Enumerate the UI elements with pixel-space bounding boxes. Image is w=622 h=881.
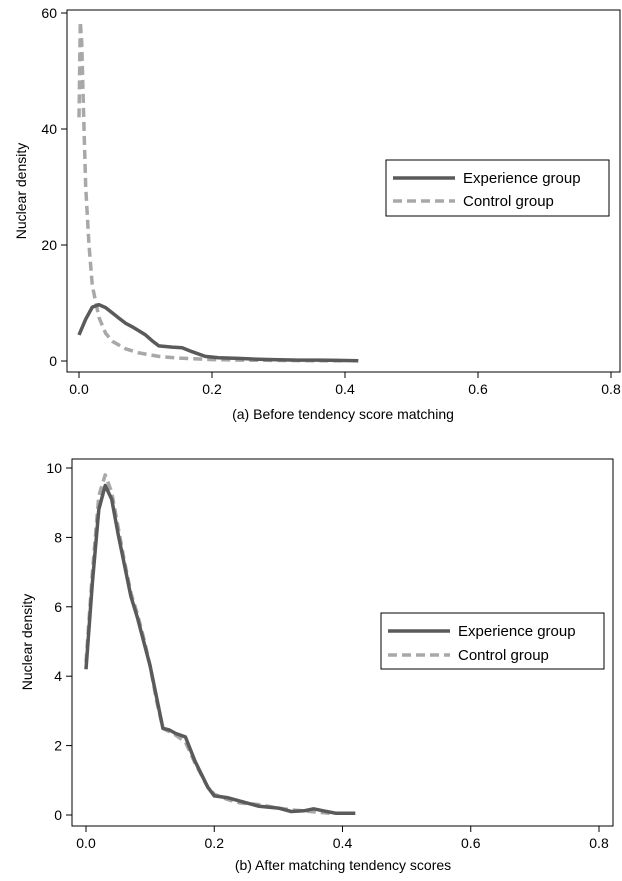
x-tick-label: 0.4 — [333, 835, 353, 851]
y-axis-title: Nuclear density — [19, 594, 35, 691]
x-tick-label: 0.2 — [202, 381, 222, 397]
legend-box — [385, 159, 610, 217]
x-tick-label: 0.2 — [205, 835, 225, 851]
legend: Experience group Control group — [380, 612, 605, 670]
legend-label-control: Control group — [463, 193, 554, 210]
y-tick-label: 2 — [54, 738, 62, 754]
y-tick-label: 20 — [41, 237, 57, 253]
x-tick-label: 0.0 — [76, 835, 96, 851]
y-tick-label: 10 — [46, 460, 62, 476]
series-line-control — [77, 19, 345, 363]
legend-label-experience: Experience group — [463, 170, 581, 187]
chart-panel-after-matching: 0.0 0.2 0.4 0.6 0.8 0 2 4 6 8 10 Nuclear density (… — [19, 458, 614, 873]
y-axis-title: Nuclear density — [13, 143, 29, 240]
chart-panel-before-matching: 0.0 0.2 0.4 0.6 0.8 0 20 40 60 Nuclear density (… — [13, 5, 621, 422]
plot-frame — [66, 9, 621, 373]
y-tick-label: 60 — [41, 5, 57, 21]
y-tick-label: 8 — [54, 529, 62, 545]
legend-box — [380, 612, 605, 670]
series-line-experience — [84, 483, 356, 816]
axis-ticks: 0.0 0.2 0.4 0.6 0.8 0 20 40 60 — [41, 5, 621, 397]
x-axis-title: (b) After matching tendency scores — [235, 857, 451, 873]
x-tick-label: 0.4 — [335, 381, 355, 397]
y-tick-label: 0 — [49, 353, 57, 369]
y-tick-label: 40 — [41, 121, 57, 137]
x-tick-label: 0.8 — [601, 381, 621, 397]
series-layer — [77, 19, 359, 363]
series-line-experience — [77, 302, 359, 363]
legend-label-control: Control group — [458, 647, 549, 664]
legend-label-experience: Experience group — [458, 623, 576, 640]
x-tick-label: 0.8 — [589, 835, 609, 851]
y-tick-label: 4 — [54, 668, 62, 684]
axis-ticks: 0.0 0.2 0.4 0.6 0.8 0 2 4 6 8 10 — [46, 460, 609, 851]
y-tick-label: 6 — [54, 599, 62, 615]
legend: Experience group Control group — [385, 159, 610, 217]
y-tick-label: 0 — [54, 807, 62, 823]
x-tick-label: 0.6 — [461, 835, 481, 851]
x-axis-title: (a) Before tendency score matching — [232, 406, 454, 422]
x-tick-label: 0.0 — [69, 381, 89, 397]
x-tick-label: 0.6 — [468, 381, 488, 397]
series-layer — [84, 473, 356, 816]
series-line-control — [84, 473, 330, 816]
